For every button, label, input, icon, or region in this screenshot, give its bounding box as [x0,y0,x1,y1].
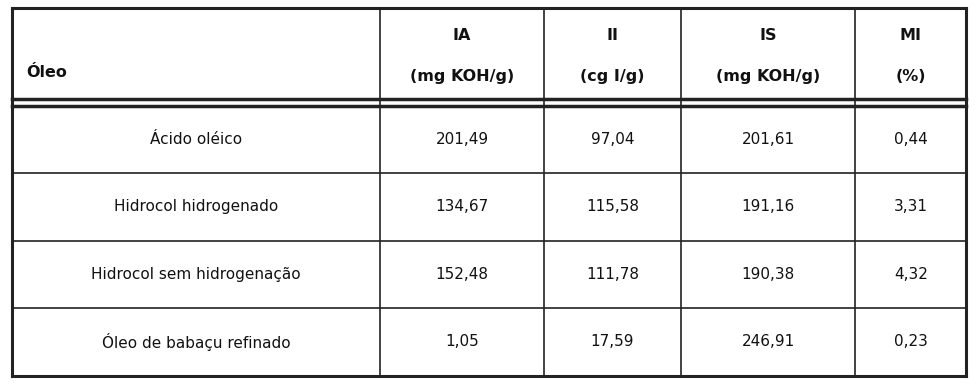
Text: 152,48: 152,48 [435,267,488,282]
Text: 97,04: 97,04 [590,132,633,147]
Text: 3,31: 3,31 [893,199,927,214]
Text: Hidrocol hidrogenado: Hidrocol hidrogenado [113,199,277,214]
Text: IA: IA [452,28,471,43]
Text: MI: MI [899,28,920,43]
Text: (cg I/g): (cg I/g) [579,69,644,84]
Text: 0,23: 0,23 [893,334,927,349]
Text: II: II [606,28,617,43]
Text: 115,58: 115,58 [585,199,638,214]
Text: Óleo: Óleo [26,65,67,80]
Text: 1,05: 1,05 [445,334,479,349]
Text: 246,91: 246,91 [741,334,794,349]
Text: 17,59: 17,59 [590,334,633,349]
Text: 191,16: 191,16 [741,199,794,214]
Text: Hidrocol sem hidrogenação: Hidrocol sem hidrogenação [91,267,300,282]
Text: 201,61: 201,61 [741,132,794,147]
Text: Ácido oléico: Ácido oléico [149,132,241,147]
Text: Óleo de babaçu refinado: Óleo de babaçu refinado [102,333,290,351]
Text: (mg KOH/g): (mg KOH/g) [715,69,820,84]
Text: (%): (%) [895,69,925,84]
Text: 201,49: 201,49 [435,132,488,147]
Text: 0,44: 0,44 [893,132,926,147]
Text: 111,78: 111,78 [585,267,638,282]
Text: 4,32: 4,32 [893,267,927,282]
Text: (mg KOH/g): (mg KOH/g) [409,69,514,84]
Text: IS: IS [758,28,776,43]
Text: 190,38: 190,38 [741,267,794,282]
Text: 134,67: 134,67 [435,199,488,214]
